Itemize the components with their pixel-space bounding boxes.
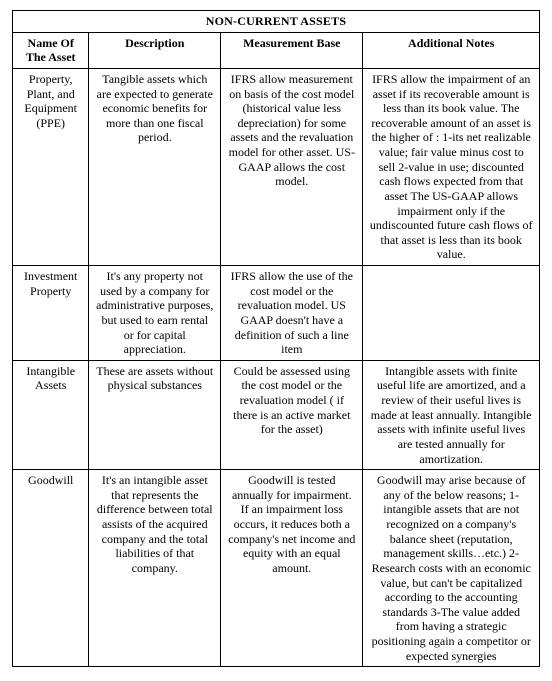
table-row: Property, Plant, and Equipment (PPE) Tan… [13, 68, 540, 265]
table-title-row: NON-CURRENT ASSETS [13, 11, 540, 33]
asset-description: It's any property not used by a company … [89, 266, 221, 361]
asset-name: Investment Property [13, 266, 89, 361]
asset-description: Tangible assets which are expected to ge… [89, 68, 221, 265]
table-row: Intangible Assets These are assets witho… [13, 360, 540, 469]
asset-name: Property, Plant, and Equipment (PPE) [13, 68, 89, 265]
non-current-assets-table: NON-CURRENT ASSETS Name Of The Asset Des… [12, 10, 540, 667]
col-header-meas: Measurement Base [221, 32, 363, 68]
table-header-row: Name Of The Asset Description Measuremen… [13, 32, 540, 68]
asset-name: Intangible Assets [13, 360, 89, 469]
asset-measurement: Could be assessed using the cost model o… [221, 360, 363, 469]
table-row: Goodwill It's an intangible asset that r… [13, 470, 540, 667]
asset-notes: IFRS allow the impairment of an asset if… [363, 68, 540, 265]
asset-measurement: IFRS allow the use of the cost model or … [221, 266, 363, 361]
asset-notes: Goodwill may arise because of any of the… [363, 470, 540, 667]
asset-name: Goodwill [13, 470, 89, 667]
asset-measurement: Goodwill is tested annually for impairme… [221, 470, 363, 667]
col-header-desc: Description [89, 32, 221, 68]
table-row: Investment Property It's any property no… [13, 266, 540, 361]
asset-notes: Intangible assets with finite useful lif… [363, 360, 540, 469]
asset-notes [363, 266, 540, 361]
col-header-notes: Additional Notes [363, 32, 540, 68]
asset-description: It's an intangible asset that represents… [89, 470, 221, 667]
asset-description: These are assets without physical substa… [89, 360, 221, 469]
page: NON-CURRENT ASSETS Name Of The Asset Des… [0, 0, 552, 681]
asset-measurement: IFRS allow measurement on basis of the c… [221, 68, 363, 265]
table-title: NON-CURRENT ASSETS [13, 11, 540, 33]
col-header-name: Name Of The Asset [13, 32, 89, 68]
